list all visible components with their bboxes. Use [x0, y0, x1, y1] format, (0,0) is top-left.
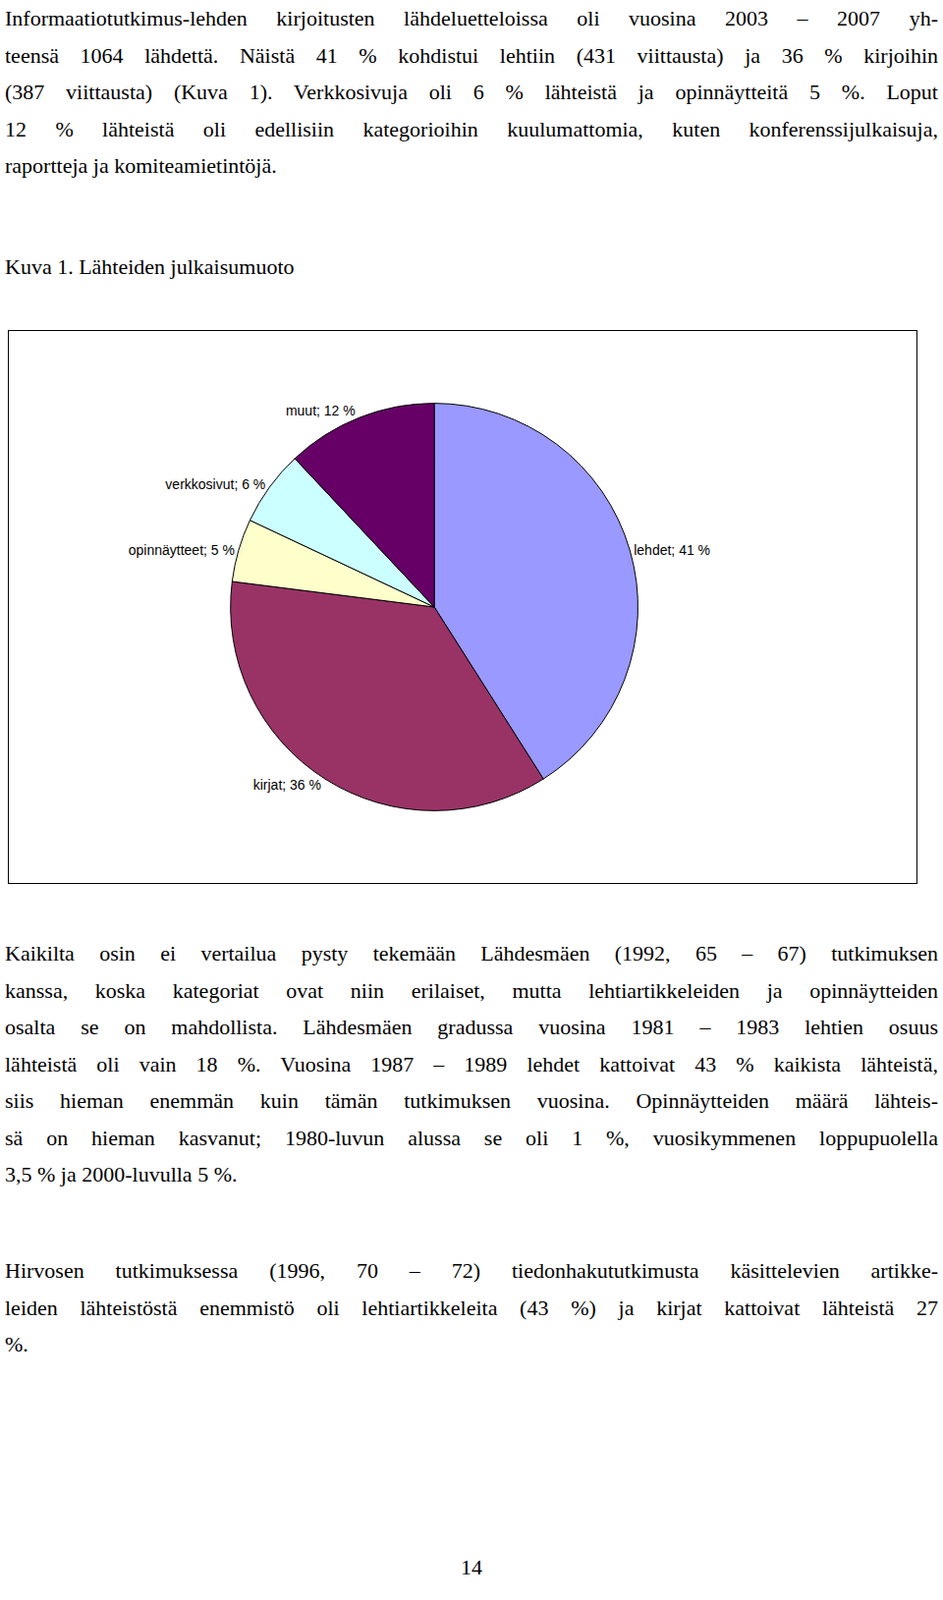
html-text:raportteja ja komiteamietintöj: raportteja ja komiteamietintöjä.: [4, 153, 277, 178]
html-text:12 % lähteistä oli edellisiin: 12 % lähteistä oli edellisiin kategorioi…: [4, 116, 939, 141]
html-text:lähteistä oli vain 18 %. Vuosi: lähteistä oli vain 18 %. Vuosina 1987 – …: [4, 1051, 939, 1077]
html-text:osalta se on mahdollista. Lähd: osalta se on mahdollista. Lähdesmäen gra…: [4, 1014, 939, 1040]
html-text:siis hieman enemmän kuin tämän: siis hieman enemmän kuin tämän tutkimuks…: [4, 1088, 939, 1113]
html-text:3,5 % ja 2000-luvulla 5 %.: 3,5 % ja 2000-luvulla 5 %.: [4, 1162, 238, 1187]
html-text:Hirvosen tutkimuksessa (1996,: Hirvosen tutkimuksessa (1996, 70 – 72) t…: [4, 1258, 939, 1283]
svg-text:verkkosivut; 6 %: verkkosivut; 6 %: [165, 476, 266, 493]
html-text:teensä 1064 lähdettä. Näistä 4: teensä 1064 lähdettä. Näistä 41 % kohdis…: [4, 42, 939, 68]
html-text:Kuva 1. Lähteiden julkaisumuot: Kuva 1. Lähteiden julkaisumuoto: [4, 254, 295, 279]
svg-text:kirjat; 36 %: kirjat; 36 %: [253, 776, 322, 793]
html-text:14: 14: [460, 1554, 483, 1580]
html-text:leiden lähteistöstä enemmistö: leiden lähteistöstä enemmistö oli lehtia…: [4, 1295, 939, 1320]
svg-text:muut; 12 %: muut; 12 %: [285, 402, 356, 419]
svg-text:lehdet; 41 %: lehdet; 41 %: [633, 542, 711, 558]
html-text:(387 viittausta) (Kuva 1). Ver: (387 viittausta) (Kuva 1). Verkkosivuja …: [4, 79, 939, 105]
html-text:Kaikilta osin ei vertailua pys: Kaikilta osin ei vertailua pysty tekemää…: [4, 941, 939, 966]
html-text:kanssa, koska kategoriat ovat: kanssa, koska kategoriat ovat niin erila…: [4, 977, 939, 1003]
html-text:Informaatiotutkimus-lehden kir: Informaatiotutkimus-lehden kirjoitusten …: [4, 5, 939, 31]
svg-text:opinnäytteet; 5 %: opinnäytteet; 5 %: [128, 542, 235, 558]
html-text:sä on hieman kasvanut; 1980-lu: sä on hieman kasvanut; 1980-luvun alussa…: [4, 1125, 939, 1150]
